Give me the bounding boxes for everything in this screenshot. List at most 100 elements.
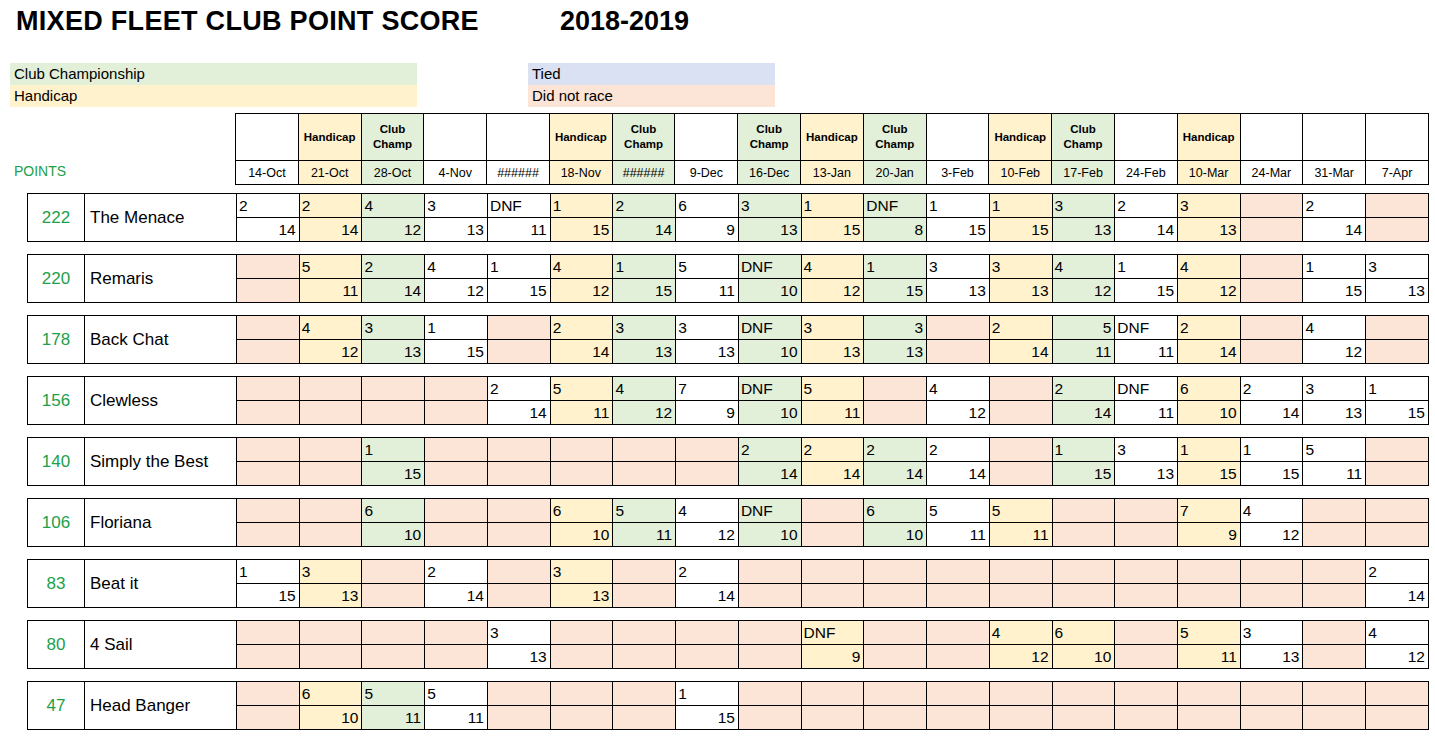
race-type-header-14[interactable] — [1114, 114, 1177, 161]
race-place-cell[interactable] — [1366, 438, 1429, 462]
race-score-cell[interactable] — [550, 462, 613, 486]
race-place-cell[interactable]: 1 — [613, 255, 676, 279]
race-place-cell[interactable]: 6 — [1052, 621, 1115, 645]
race-place-cell[interactable]: 5 — [613, 499, 676, 523]
race-score-cell[interactable]: 12 — [362, 218, 425, 242]
race-place-cell[interactable]: 2 — [801, 438, 864, 462]
race-score-cell[interactable]: 11 — [989, 523, 1052, 547]
race-date-header-4[interactable]: ###### — [487, 161, 550, 185]
race-type-header-9[interactable]: Handicap — [801, 114, 864, 161]
race-place-cell[interactable] — [927, 316, 990, 340]
boat-total-points[interactable]: 106 — [28, 499, 85, 547]
race-place-cell[interactable] — [550, 621, 613, 645]
race-place-cell[interactable] — [362, 560, 425, 584]
race-place-cell[interactable] — [1366, 499, 1429, 523]
race-score-cell[interactable] — [989, 401, 1052, 425]
race-place-cell[interactable] — [738, 560, 801, 584]
race-score-cell[interactable]: 11 — [425, 706, 488, 730]
race-score-cell[interactable]: 12 — [1240, 523, 1303, 547]
race-place-cell[interactable]: 3 — [1052, 194, 1115, 218]
race-score-cell[interactable] — [613, 645, 676, 669]
race-place-cell[interactable] — [989, 560, 1052, 584]
race-place-cell[interactable] — [237, 377, 300, 401]
race-place-cell[interactable] — [1240, 255, 1303, 279]
race-place-cell[interactable]: 2 — [927, 438, 990, 462]
race-score-cell[interactable] — [1115, 523, 1178, 547]
race-score-cell[interactable]: 12 — [1303, 340, 1366, 364]
boat-total-points[interactable]: 222 — [28, 194, 85, 242]
race-score-cell[interactable]: 15 — [237, 584, 300, 608]
race-place-cell[interactable] — [927, 621, 990, 645]
race-score-cell[interactable] — [299, 401, 362, 425]
race-place-cell[interactable]: 1 — [487, 255, 550, 279]
race-score-cell[interactable]: 10 — [550, 523, 613, 547]
race-place-cell[interactable] — [237, 499, 300, 523]
race-score-cell[interactable]: 10 — [362, 523, 425, 547]
race-date-header-17[interactable]: 31-Mar — [1303, 161, 1366, 185]
race-place-cell[interactable]: DNF — [1115, 316, 1178, 340]
race-score-cell[interactable]: 11 — [487, 218, 550, 242]
race-place-cell[interactable]: 5 — [989, 499, 1052, 523]
race-score-cell[interactable]: 13 — [550, 584, 613, 608]
race-score-cell[interactable] — [989, 584, 1052, 608]
race-score-cell[interactable] — [237, 523, 300, 547]
race-score-cell[interactable]: 15 — [801, 218, 864, 242]
race-place-cell[interactable]: 6 — [550, 499, 613, 523]
race-score-cell[interactable] — [1366, 523, 1429, 547]
race-place-cell[interactable] — [801, 499, 864, 523]
race-score-cell[interactable]: 9 — [676, 218, 739, 242]
race-place-cell[interactable]: 4 — [927, 377, 990, 401]
race-place-cell[interactable]: 4 — [989, 621, 1052, 645]
race-place-cell[interactable] — [927, 560, 990, 584]
race-score-cell[interactable] — [487, 584, 550, 608]
race-place-cell[interactable] — [801, 560, 864, 584]
race-date-header-1[interactable]: 21-Oct — [298, 161, 361, 185]
race-score-cell[interactable] — [1115, 645, 1178, 669]
race-score-cell[interactable] — [237, 279, 300, 303]
race-place-cell[interactable]: 2 — [1366, 560, 1429, 584]
race-place-cell[interactable]: 2 — [1115, 194, 1178, 218]
race-score-cell[interactable]: 15 — [676, 706, 739, 730]
race-score-cell[interactable]: 13 — [1303, 401, 1366, 425]
race-place-cell[interactable] — [299, 438, 362, 462]
race-place-cell[interactable] — [299, 377, 362, 401]
race-type-header-16[interactable] — [1240, 114, 1303, 161]
race-place-cell[interactable]: 3 — [362, 316, 425, 340]
race-score-cell[interactable]: 15 — [1115, 279, 1178, 303]
race-score-cell[interactable] — [1303, 584, 1366, 608]
race-score-cell[interactable] — [1303, 523, 1366, 547]
race-score-cell[interactable] — [487, 340, 550, 364]
race-score-cell[interactable] — [1115, 706, 1178, 730]
race-place-cell[interactable]: 6 — [676, 194, 739, 218]
race-score-cell[interactable] — [1052, 584, 1115, 608]
race-place-cell[interactable]: DNF — [487, 194, 550, 218]
race-place-cell[interactable]: DNF — [1115, 377, 1178, 401]
race-place-cell[interactable]: 5 — [425, 682, 488, 706]
race-score-cell[interactable] — [550, 645, 613, 669]
race-type-header-15[interactable]: Handicap — [1177, 114, 1240, 161]
race-place-cell[interactable] — [237, 255, 300, 279]
race-score-cell[interactable] — [362, 645, 425, 669]
race-score-cell[interactable]: 15 — [927, 218, 990, 242]
race-score-cell[interactable]: 13 — [613, 340, 676, 364]
race-score-cell[interactable]: 9 — [801, 645, 864, 669]
boat-total-points[interactable]: 220 — [28, 255, 85, 303]
race-date-header-9[interactable]: 13-Jan — [801, 161, 864, 185]
race-score-cell[interactable] — [487, 523, 550, 547]
race-place-cell[interactable]: 2 — [1303, 194, 1366, 218]
race-score-cell[interactable]: 11 — [676, 279, 739, 303]
race-score-cell[interactable] — [864, 401, 927, 425]
race-score-cell[interactable]: 13 — [1115, 462, 1178, 486]
race-score-cell[interactable]: 12 — [550, 279, 613, 303]
race-place-cell[interactable]: 6 — [362, 499, 425, 523]
race-date-header-3[interactable]: 4-Nov — [424, 161, 487, 185]
race-place-cell[interactable]: 7 — [676, 377, 739, 401]
race-type-header-0[interactable] — [236, 114, 299, 161]
race-place-cell[interactable] — [613, 560, 676, 584]
race-score-cell[interactable] — [1178, 706, 1241, 730]
race-place-cell[interactable]: 4 — [676, 499, 739, 523]
race-score-cell[interactable] — [864, 706, 927, 730]
race-place-cell[interactable]: 1 — [237, 560, 300, 584]
race-score-cell[interactable] — [237, 706, 300, 730]
race-score-cell[interactable] — [1366, 462, 1429, 486]
